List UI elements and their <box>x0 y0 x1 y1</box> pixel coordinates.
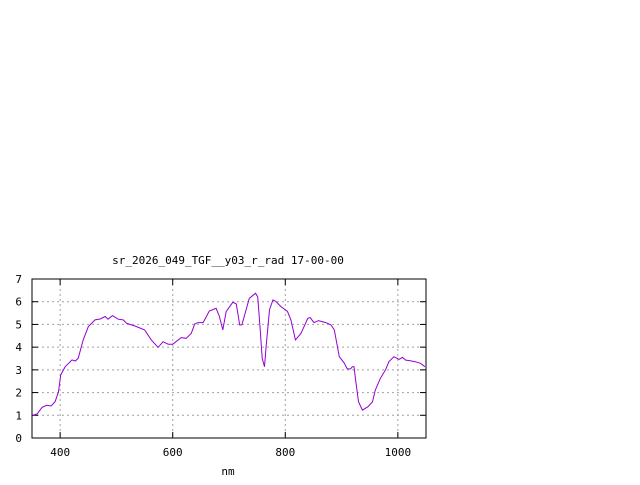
y-tick-label: 0 <box>15 432 22 445</box>
x-tick-label: 1000 <box>385 446 412 459</box>
x-axis-label: nm <box>221 465 235 478</box>
y-tick-label: 3 <box>15 364 22 377</box>
y-tick-label: 7 <box>15 273 22 286</box>
x-tick-label: 800 <box>275 446 295 459</box>
x-tick-label: 600 <box>163 446 183 459</box>
plot-frame <box>31 278 427 439</box>
y-tick-label: 4 <box>15 341 22 354</box>
y-tick-label: 6 <box>15 296 22 309</box>
x-tick-label: 400 <box>50 446 70 459</box>
y-tick-label: 1 <box>15 409 22 422</box>
y-tick-label: 5 <box>15 318 22 331</box>
chart-title: sr_2026_049_TGF__y03_r_rad 17-00-00 <box>112 254 344 267</box>
series-line <box>31 292 426 417</box>
y-tick-label: 2 <box>15 387 22 400</box>
grid <box>32 278 426 439</box>
tick-labels: 400 600 800 1000 0 1 2 3 4 5 6 7 <box>15 273 411 459</box>
